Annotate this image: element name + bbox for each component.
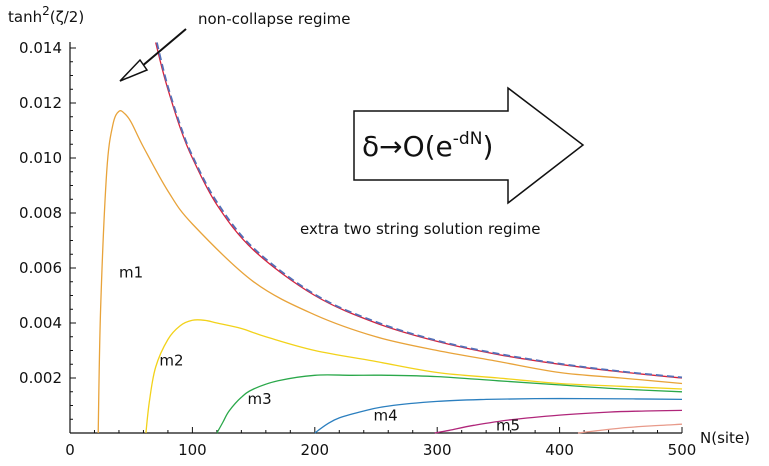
extra-two-string-label: extra two string solution regime	[300, 220, 541, 238]
series-m3-line	[216, 374, 683, 434]
curve-label-m2: m2	[159, 352, 183, 370]
big-arrow: δ→O(e-dN)	[353, 86, 585, 205]
arrow-formula: δ→O(e-dN)	[362, 129, 493, 163]
series-tail-line	[577, 423, 683, 434]
x-axis-label: N(site)	[700, 429, 750, 447]
x-tick-label: 300	[423, 441, 452, 459]
y-ticks: 0.002 0.004 0.006 0.008 0.010 0.012 0.014	[19, 39, 76, 420]
x-ticks: 0 100 200 300 400 500	[65, 427, 696, 459]
x-tick-label: 400	[545, 441, 574, 459]
curves	[97, 42, 683, 434]
y-tick-label: 0.004	[19, 314, 62, 332]
y-tick-label: 0.006	[19, 259, 62, 277]
series-m2-line	[145, 319, 683, 434]
series-m4-line	[314, 397, 683, 434]
curve-label-m3: m3	[247, 390, 271, 408]
x-tick-label: 0	[65, 441, 75, 459]
curve-label-m4: m4	[374, 407, 398, 425]
non-collapse-label: non-collapse regime	[198, 10, 350, 28]
series-asymptote-line	[156, 42, 683, 379]
x-tick-label: 100	[178, 441, 207, 459]
x-tick-label: 500	[668, 441, 697, 459]
pointer-arrow	[119, 28, 187, 82]
y-tick-label: 0.002	[19, 369, 62, 387]
y-axis-label: tanh2(ζ/2)	[8, 4, 84, 26]
curve-label-m5: m5	[496, 416, 520, 434]
y-tick-label: 0.010	[19, 149, 62, 167]
y-tick-label: 0.012	[19, 94, 62, 112]
curve-labels: m1 m2 m3 m4 m5	[119, 264, 520, 435]
y-tick-label: 0.014	[19, 39, 62, 57]
curve-label-m1: m1	[119, 264, 143, 282]
x-tick-label: 200	[300, 441, 329, 459]
series-m1-line	[97, 110, 683, 434]
series-boundary-line	[155, 42, 683, 379]
y-tick-label: 0.008	[19, 204, 62, 222]
series-m5-line	[434, 409, 683, 434]
